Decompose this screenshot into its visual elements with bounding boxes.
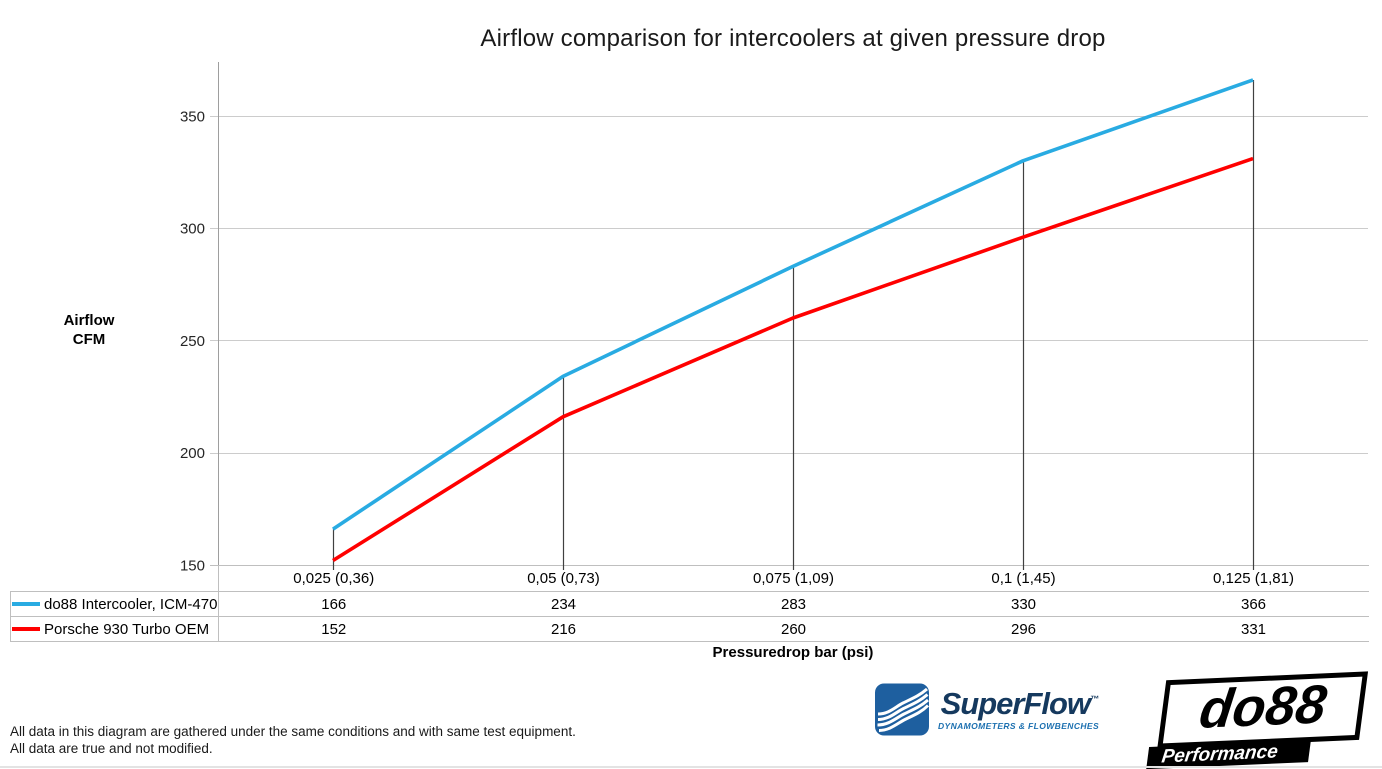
category-label: 0,1 (1,45) (908, 565, 1139, 592)
data-cell: 283 (678, 591, 909, 617)
y-axis-title-line2: CFM (72, 331, 106, 348)
porsche-series-line-swatch (12, 626, 40, 631)
do88-logo-box: do88 (1157, 671, 1369, 749)
x-axis-title: Pressuredrop bar (psi) (712, 644, 874, 661)
table-corner-cell (10, 565, 219, 592)
data-cell: 296 (908, 616, 1139, 642)
legend-cell-do88: do88 Intercooler, ICM-470 (10, 591, 219, 617)
data-cell: 234 (448, 591, 679, 617)
chart-data-table: 0,025 (0,36) 0,05 (0,73) 0,075 (1,09) 0,… (10, 565, 1369, 642)
data-cell: 331 (1138, 616, 1369, 642)
do88-wordmark: do88 (1196, 674, 1330, 740)
chart-title: Airflow comparison for intercoolers at g… (480, 25, 1106, 52)
category-row: 0,025 (0,36) 0,05 (0,73) 0,075 (1,09) 0,… (10, 565, 1369, 592)
trademark-symbol: ™ (1090, 694, 1100, 704)
data-cell: 152 (218, 616, 449, 642)
svg-text:350: 350 (180, 108, 205, 125)
data-cell: 366 (1138, 591, 1369, 617)
series-row-porsche: Porsche 930 Turbo OEM 152 216 260 296 33… (10, 616, 1369, 642)
data-cell: 166 (218, 591, 449, 617)
category-label: 0,075 (1,09) (678, 565, 909, 592)
superflow-logo: SuperFlow™ DYNAMOMETERS & FLOWBENCHES (874, 682, 1099, 737)
do88-logo: do88 Performance (1144, 665, 1382, 769)
superflow-text-block: SuperFlow™ DYNAMOMETERS & FLOWBENCHES (938, 688, 1099, 731)
category-label: 0,025 (0,36) (218, 565, 449, 592)
data-cell: 330 (908, 591, 1139, 617)
footnote: All data in this diagram are gathered un… (10, 723, 576, 757)
legend-cell-porsche: Porsche 930 Turbo OEM (10, 616, 219, 642)
data-cell: 260 (678, 616, 909, 642)
do88-series-line-swatch (12, 601, 40, 606)
series-row-do88: do88 Intercooler, ICM-470 166 234 283 33… (10, 591, 1369, 617)
data-cell: 216 (448, 616, 679, 642)
superflow-waves-icon (875, 683, 930, 736)
category-label: 0,125 (1,81) (1138, 565, 1369, 592)
svg-text:300: 300 (180, 221, 205, 238)
superflow-tagline: DYNAMOMETERS & FLOWBENCHES (938, 721, 1100, 731)
superflow-wordmark: SuperFlow™ (940, 686, 1100, 721)
window-bottom-edge (0, 766, 1382, 768)
footnote-line1: All data in this diagram are gathered un… (10, 724, 576, 739)
category-label: 0,05 (0,73) (448, 565, 679, 592)
svg-text:250: 250 (180, 333, 205, 350)
series-name: Porsche 930 Turbo OEM (44, 620, 210, 638)
svg-text:200: 200 (180, 445, 205, 462)
y-axis-title: Airflow CFM (39, 311, 139, 349)
footnote-line2: All data are true and not modified. (10, 741, 213, 756)
y-axis-title-line1: Airflow (63, 312, 115, 329)
series-name: do88 Intercooler, ICM-470 (44, 595, 218, 613)
